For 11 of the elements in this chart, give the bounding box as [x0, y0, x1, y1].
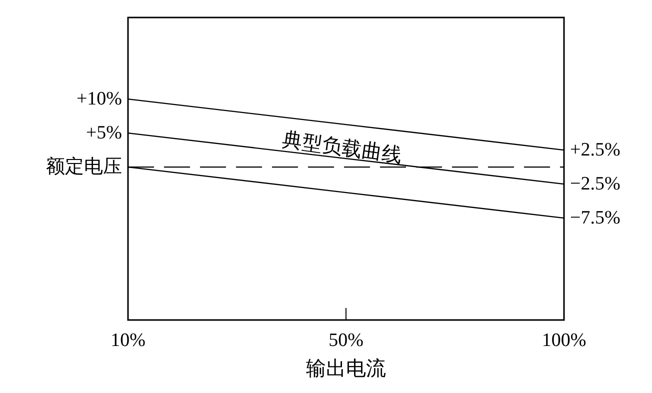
- x-tick-label: 10%: [110, 330, 146, 351]
- y-tick-label: 额定电压: [46, 156, 122, 178]
- y2-tick-label: −2.5%: [570, 174, 620, 195]
- x-axis-title: 输出电流: [306, 358, 386, 380]
- y-tick-label: +5%: [86, 122, 122, 144]
- y-tick-label: +10%: [76, 88, 122, 110]
- x-tick-label: 100%: [542, 330, 586, 351]
- y2-tick-label: +2.5%: [570, 140, 620, 161]
- y2-tick-label: −7.5%: [570, 208, 620, 229]
- annotation: 典型负载曲线: [281, 128, 403, 168]
- x-tick-label: 50%: [328, 330, 364, 351]
